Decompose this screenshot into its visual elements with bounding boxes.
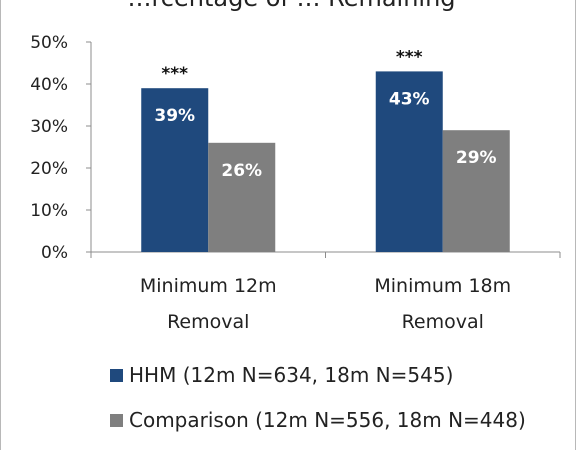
x-category-label: Removal — [167, 311, 249, 333]
bar-hhm — [141, 88, 209, 252]
bar-data-label: 43% — [389, 89, 430, 109]
y-tick-label: 50% — [30, 33, 68, 53]
chart-title: …rcentage of … Remaining — [0, 0, 583, 12]
bar-comparison — [208, 142, 276, 252]
x-category-label: Removal — [402, 311, 484, 333]
bar-data-label: 26% — [221, 161, 262, 181]
legend-item-comparison: Comparison (12m N=556, 18m N=448) — [110, 408, 526, 432]
bar-comparison — [442, 130, 510, 252]
legend-swatch-comparison — [110, 413, 123, 427]
y-tick-label: 0% — [41, 243, 68, 263]
x-category-label: Minimum 12m — [140, 275, 277, 297]
legend-item-hhm: HHM (12m N=634, 18m N=545) — [110, 363, 453, 387]
y-tick-label: 20% — [30, 159, 68, 179]
frame-right-border — [575, 0, 576, 450]
bar-data-label: 29% — [456, 148, 497, 168]
legend-label-hhm: HHM (12m N=634, 18m N=545) — [129, 363, 454, 387]
frame-left-border — [0, 0, 1, 450]
bar-hhm — [375, 71, 443, 253]
legend-swatch-hhm — [110, 368, 123, 382]
bar-data-label: 39% — [154, 106, 195, 126]
significance-marker: *** — [161, 64, 188, 84]
y-tick-label: 30% — [30, 117, 68, 137]
x-category-label: Minimum 18m — [374, 275, 511, 297]
y-tick-label: 40% — [30, 75, 68, 95]
significance-marker: *** — [396, 47, 423, 67]
legend-label-comparison: Comparison (12m N=556, 18m N=448) — [129, 408, 526, 432]
y-tick-label: 10% — [30, 201, 68, 221]
